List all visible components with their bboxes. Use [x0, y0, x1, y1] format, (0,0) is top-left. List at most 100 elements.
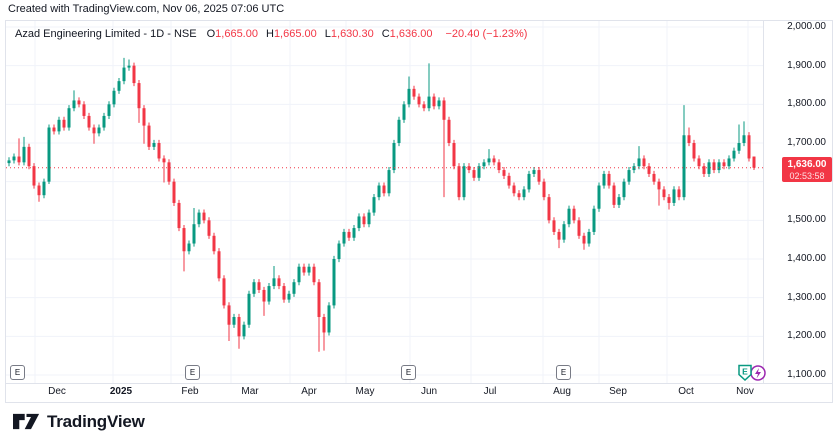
time-axis-separator	[6, 383, 832, 384]
candle-body	[392, 143, 396, 171]
candle-body	[422, 104, 426, 109]
time-axis-label: Dec	[48, 386, 66, 397]
earnings-shield-icon	[738, 364, 752, 382]
candle-body	[162, 158, 166, 163]
candle-body	[142, 108, 146, 126]
candle-body	[302, 266, 306, 273]
candle-body	[527, 173, 531, 190]
candle-body	[492, 158, 496, 163]
candle-body	[177, 202, 181, 229]
candle-body	[502, 170, 506, 176]
chart-widget[interactable]: Azad Engineering Limited - 1D - NSE O1,66…	[5, 20, 833, 403]
candle-body	[727, 158, 731, 167]
price-tick-label: 1,800.00	[787, 98, 826, 110]
candle-body	[532, 170, 536, 174]
candle-body	[677, 189, 681, 198]
candle-body	[582, 235, 586, 244]
candle-body	[347, 231, 351, 238]
candle-body	[407, 88, 411, 105]
candle-body	[72, 100, 76, 109]
price-tick-label: 1,300.00	[787, 291, 826, 303]
tradingview-logo-text: TradingView	[47, 411, 145, 431]
upcoming-earnings-marker[interactable]: E	[737, 364, 767, 382]
earnings-shield-label: E	[742, 367, 748, 377]
candle-body	[87, 115, 91, 128]
candle-body	[442, 100, 446, 120]
price-tick-label: 1,700.00	[787, 137, 826, 148]
candle-body	[307, 266, 311, 273]
candle-body	[637, 158, 641, 167]
candle-body	[487, 158, 491, 163]
candle-body	[752, 156, 756, 168]
candle-body	[27, 146, 31, 167]
candle-body	[7, 160, 11, 164]
candle-body	[607, 173, 611, 186]
candle-body	[382, 185, 386, 194]
candle-body	[402, 104, 406, 120]
candle-body	[587, 231, 591, 244]
candle-body	[237, 317, 241, 337]
candle-body	[37, 185, 41, 196]
candle-body	[52, 127, 56, 132]
earnings-marker[interactable]: E	[556, 365, 571, 380]
candle-body	[452, 143, 456, 167]
candle-body	[232, 317, 236, 325]
candle-body	[322, 317, 326, 333]
time-axis-label: Apr	[301, 386, 317, 397]
candle-body	[182, 228, 186, 252]
candle-body	[417, 96, 421, 105]
candle-body	[617, 197, 621, 205]
candle-body	[137, 83, 141, 109]
earnings-marker[interactable]: E	[185, 365, 200, 380]
earnings-marker[interactable]: E	[401, 365, 416, 380]
candle-body	[672, 189, 676, 203]
candle-body	[42, 181, 46, 196]
candle-body	[577, 220, 581, 236]
candle-body	[247, 293, 251, 325]
symbol-title: Azad Engineering Limited - 1D - NSE	[15, 28, 197, 40]
candle-body	[467, 166, 471, 171]
candle-body	[437, 100, 441, 107]
candle-body	[277, 278, 281, 287]
candle-body	[622, 181, 626, 198]
tradingview-logo[interactable]: TradingView	[13, 411, 145, 432]
ohlc-item: O1,665.00	[206, 28, 258, 40]
candle-body	[562, 224, 566, 240]
candle-body	[542, 181, 546, 198]
candle-body	[737, 143, 741, 151]
candle-body	[717, 162, 721, 171]
candle-body	[547, 197, 551, 221]
ohlc-item: L1,630.30	[324, 28, 374, 40]
candle-body	[127, 65, 131, 68]
candle-body	[722, 162, 726, 167]
ohlc-values: O1,665.00 H1,665.00 L1,630.30 C1,636.00	[207, 28, 441, 40]
candle-body	[627, 170, 631, 182]
candle-body	[647, 166, 651, 174]
time-axis-label: May	[355, 386, 375, 397]
candle-body	[367, 212, 371, 225]
candle-body	[462, 166, 466, 198]
price-tick-label: 2,000.00	[787, 21, 826, 32]
candle-body	[397, 119, 401, 143]
candle-body	[282, 286, 286, 300]
candlestick-chart[interactable]	[6, 21, 832, 402]
candle-body	[652, 173, 656, 182]
candle-body	[222, 278, 226, 306]
candle-body	[337, 243, 341, 259]
candle-body	[252, 282, 256, 294]
time-axis-label: 2025	[109, 386, 133, 397]
time-axis-label: Jun	[420, 386, 438, 397]
candle-body	[312, 266, 316, 283]
earnings-marker[interactable]: E	[10, 365, 25, 380]
candle-body	[47, 127, 51, 182]
candle-body	[352, 228, 356, 238]
chart-legend: Azad Engineering Limited - 1D - NSE O1,66…	[15, 28, 532, 40]
candle-body	[682, 135, 686, 198]
candle-body	[592, 208, 596, 232]
candle-body	[217, 251, 221, 279]
candle-body	[122, 67, 126, 82]
candle-body	[327, 305, 331, 333]
candle-body	[67, 108, 71, 128]
time-axis-label: Mar	[241, 386, 259, 397]
